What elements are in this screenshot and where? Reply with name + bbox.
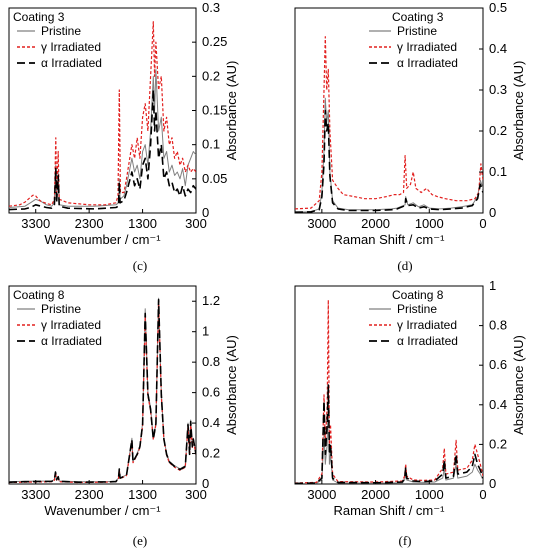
x-tick-label: 3300: [21, 216, 50, 231]
x-tick-label: 1000: [415, 487, 444, 502]
y-tick-label: 0.4: [489, 41, 507, 56]
y-tick-label: 0.3: [202, 0, 220, 15]
legend-label: α Irradiated: [397, 56, 458, 70]
y-tick-label: 0.8: [489, 318, 507, 333]
y-tick-label: 0.1: [202, 137, 220, 152]
y-tick-label: 0.2: [202, 446, 220, 461]
y-axis-title: Absorbance (AU): [511, 335, 526, 435]
plot-frame: [294, 7, 484, 214]
x-tick-label: 1300: [128, 216, 157, 231]
legend-label: α Irradiated: [41, 56, 102, 70]
legend-label: α Irradiated: [397, 334, 458, 348]
y-axis-title: Absorbance (AU): [511, 61, 526, 161]
legend-label: γ Irradiated: [397, 318, 457, 332]
panel-e: 3300 2300 1300 3000 0.2 0.4 0.6 0.8 1 1.2 Wavenumb…: [8, 285, 239, 548]
y-tick-label: 0.15: [202, 103, 227, 118]
panel-letter: (e): [133, 533, 147, 548]
x-tick-label: 1300: [128, 487, 157, 502]
panel-letter: (d): [397, 258, 412, 273]
legend-label: Pristine: [41, 302, 81, 316]
panel-title: Coating 3: [392, 10, 444, 24]
series-line-3: [9, 298, 196, 483]
legend-label: Pristine: [41, 24, 81, 38]
series-line-2: [9, 21, 196, 207]
panel-title: Coating 8: [392, 288, 444, 302]
y-tick-label: 0.6: [489, 357, 507, 372]
y-tick-label: 0.8: [202, 354, 220, 369]
x-tick-label: 1000: [415, 216, 444, 231]
y-tick-label: 0.1: [489, 164, 507, 179]
series-group: [295, 299, 483, 484]
x-tick-label: 2300: [75, 216, 104, 231]
panel-title: Coating 8: [13, 288, 65, 302]
x-axis-title: Raman Shift / cm⁻¹: [334, 503, 446, 518]
y-tick-label: 0.2: [489, 123, 507, 138]
legend-label: Pristine: [397, 302, 437, 316]
x-tick-label: 300: [185, 216, 207, 231]
series-line-2: [295, 36, 483, 210]
y-tick-label: 1: [202, 324, 209, 339]
y-tick-label: 0.6: [202, 385, 220, 400]
x-tick-label: 300: [185, 487, 207, 502]
y-tick-label: 1: [489, 278, 496, 293]
series-line-1: [9, 297, 196, 483]
legend-label: γ Irradiated: [397, 40, 457, 54]
legend-label: γ Irradiated: [41, 40, 101, 54]
y-axis-title: Absorbance (AU): [224, 335, 239, 435]
plot-frame: [294, 285, 484, 485]
series-line-3: [295, 109, 483, 213]
series-group: [295, 36, 483, 213]
y-tick-label: 0.05: [202, 171, 227, 186]
x-tick-label: 3300: [21, 487, 50, 502]
x-axis-title: Raman Shift / cm⁻¹: [334, 232, 446, 247]
x-tick-label: 3000: [307, 216, 336, 231]
y-tick-label: 0.2: [202, 68, 220, 83]
x-tick-label: 0: [479, 216, 486, 231]
y-tick-label: 0: [489, 205, 496, 220]
panel-title: Coating 3: [13, 10, 65, 24]
series-group: [9, 297, 196, 484]
x-tick-label: 0: [479, 487, 486, 502]
panel-c: 3300 2300 1300 3000 0.05 0.1 0.15 0.2 0.25 0.3 Wav…: [8, 0, 239, 273]
y-axis-title: Absorbance (AU): [224, 61, 239, 161]
panel-d: 3000 2000 1000 00 0.1 0.2 0.3 0.4 0.5 Raman Shift…: [294, 0, 526, 273]
y-tick-label: 0.3: [489, 82, 507, 97]
series-line-1: [9, 69, 196, 208]
series-line-2: [9, 300, 196, 484]
x-tick-label: 2300: [75, 487, 104, 502]
legend-label: γ Irradiated: [41, 318, 101, 332]
series-group: [9, 21, 196, 211]
series-line-3: [295, 384, 483, 484]
legend-label: α Irradiated: [41, 334, 102, 348]
x-tick-label: 3000: [307, 487, 336, 502]
y-tick-label: 0.5: [489, 0, 507, 15]
y-tick-label: 0.25: [202, 34, 227, 49]
y-tick-label: 0: [489, 476, 496, 491]
panel-letter: (c): [133, 258, 147, 273]
legend-label: Pristine: [397, 24, 437, 38]
x-tick-label: 2000: [361, 487, 390, 502]
y-tick-label: 0.2: [489, 436, 507, 451]
x-tick-label: 2000: [361, 216, 390, 231]
x-axis-title: Wavenumber / cm⁻¹: [44, 503, 161, 518]
panel-f: 3000 2000 1000 00 0.2 0.4 0.6 0.8 1 Raman Shift /…: [294, 278, 526, 548]
series-line-1: [295, 384, 483, 484]
y-tick-label: 0: [202, 476, 209, 491]
series-line-3: [9, 89, 196, 211]
x-axis-title: Wavenumber / cm⁻¹: [44, 232, 161, 247]
y-tick-label: 0.4: [202, 415, 220, 430]
panel-letter: (f): [399, 533, 412, 548]
y-tick-label: 1.2: [202, 293, 220, 308]
plot-frame: [8, 285, 197, 485]
y-tick-label: 0.4: [489, 397, 507, 412]
y-tick-label: 0: [202, 205, 209, 220]
